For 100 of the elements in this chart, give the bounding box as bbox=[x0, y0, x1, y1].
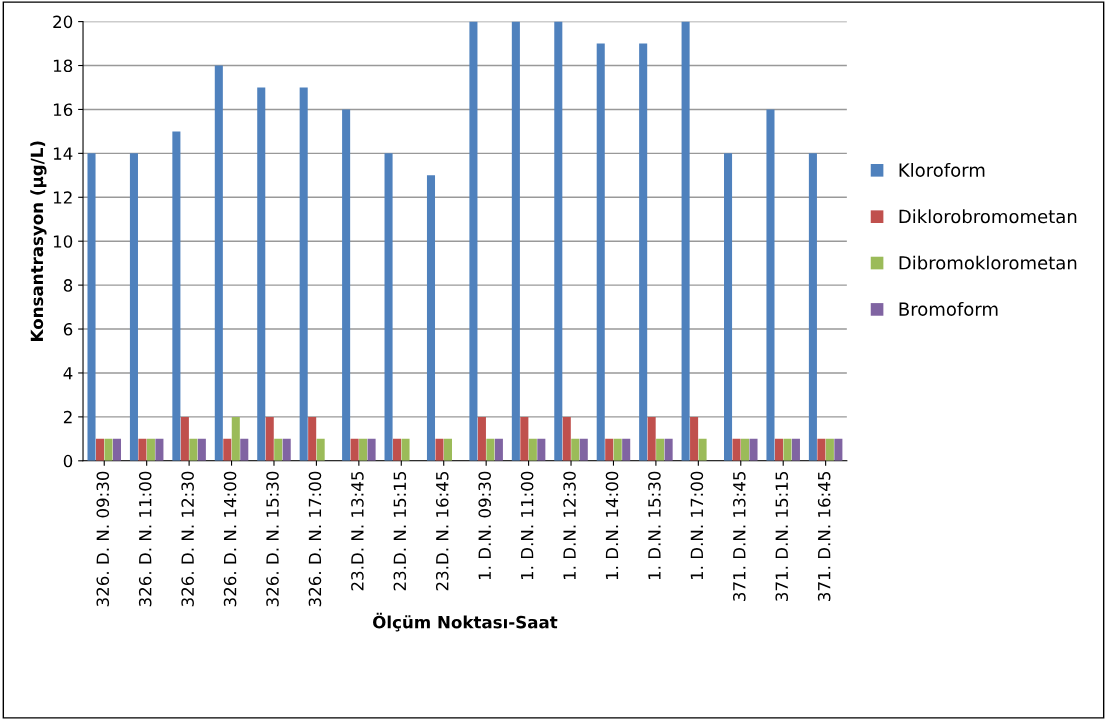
x-tick-label: 1. D.N. 11:00 bbox=[520, 471, 534, 580]
x-tick-label: 1. D.N. 17:00 bbox=[690, 471, 704, 580]
bar bbox=[791, 438, 800, 461]
bar bbox=[664, 438, 673, 461]
bar bbox=[774, 438, 783, 461]
bar bbox=[359, 438, 368, 461]
bar bbox=[511, 21, 520, 461]
bar bbox=[223, 438, 232, 461]
bar bbox=[87, 153, 96, 461]
bar bbox=[740, 438, 750, 461]
y-tick-label: 18 bbox=[53, 59, 73, 73]
x-tick-label: 23.D. N. 15:15 bbox=[393, 471, 407, 591]
bar bbox=[155, 438, 164, 461]
x-tick-label: 326. D. N. 17:00 bbox=[308, 471, 322, 607]
y-tick-label: 0 bbox=[63, 454, 73, 468]
x-tick-label: 326. D. N. 14:00 bbox=[223, 471, 237, 607]
y-tick-label: 16 bbox=[53, 103, 73, 117]
bar bbox=[825, 438, 834, 461]
bar bbox=[214, 65, 223, 461]
bar bbox=[231, 416, 240, 461]
bar bbox=[817, 438, 826, 461]
y-tick-label: 12 bbox=[53, 191, 72, 204]
x-tick-label: 1. D.N. 14:00 bbox=[605, 471, 619, 580]
x-tick-label: 371. D.N. 13:45 bbox=[733, 471, 746, 601]
bar bbox=[486, 438, 495, 461]
x-tick-label: 371. D.N. 15:15 bbox=[775, 471, 789, 601]
x-tick-label: 1. D.N. 15:30 bbox=[648, 471, 661, 580]
y-tick-label: 14 bbox=[53, 147, 73, 160]
y-tick-label: 6 bbox=[63, 323, 73, 336]
bar bbox=[104, 438, 113, 461]
bar bbox=[172, 131, 181, 461]
bar bbox=[393, 438, 402, 461]
bar bbox=[308, 416, 317, 461]
bar bbox=[316, 438, 325, 461]
bar bbox=[477, 416, 486, 461]
x-tick-label: 326. D. N. 11:00 bbox=[138, 471, 152, 607]
y-axis-title: Konsantrasyon (µg/L) bbox=[30, 141, 47, 341]
y-tick-label: 4 bbox=[63, 367, 73, 380]
bar bbox=[622, 438, 631, 461]
bar bbox=[571, 438, 580, 461]
bar bbox=[367, 438, 376, 461]
bar bbox=[732, 438, 741, 461]
bar bbox=[698, 438, 707, 461]
legend-label: Diklorobromometan bbox=[899, 209, 1077, 224]
bar bbox=[443, 438, 452, 461]
x-tick-label: 23.D. N. 13:45 bbox=[351, 471, 364, 591]
bar bbox=[834, 438, 843, 461]
bar bbox=[596, 43, 605, 461]
x-tick-label: 371. D.N. 16:45 bbox=[817, 471, 831, 601]
bar bbox=[690, 416, 699, 461]
bar bbox=[528, 438, 537, 461]
bar bbox=[274, 438, 283, 461]
bar bbox=[197, 438, 206, 461]
bar bbox=[783, 438, 792, 461]
bar bbox=[240, 438, 249, 461]
bar bbox=[562, 416, 571, 461]
bar bbox=[342, 109, 351, 461]
bar bbox=[520, 416, 529, 461]
y-tick-label: 2 bbox=[63, 410, 72, 424]
bar bbox=[749, 438, 758, 461]
x-tick-label: 326. D. N. 09:30 bbox=[96, 471, 110, 607]
bar bbox=[129, 153, 138, 461]
bar bbox=[681, 21, 690, 461]
bar bbox=[808, 153, 817, 461]
bar bbox=[435, 438, 444, 461]
legend-label: Bromoform bbox=[899, 302, 998, 316]
bar bbox=[384, 153, 393, 461]
legend-label: Kloroform bbox=[899, 162, 985, 177]
bar bbox=[656, 438, 665, 461]
bar bbox=[426, 175, 436, 461]
bar bbox=[265, 416, 274, 461]
bar bbox=[189, 438, 198, 461]
bar bbox=[605, 438, 614, 461]
bar bbox=[282, 438, 291, 461]
x-axis-title: Ölçüm Noktası-Saat bbox=[373, 612, 558, 632]
bar bbox=[469, 21, 478, 461]
bar bbox=[112, 438, 121, 461]
bar bbox=[537, 438, 546, 461]
bar bbox=[639, 43, 648, 461]
bar bbox=[138, 438, 147, 461]
bar bbox=[180, 416, 189, 461]
bar bbox=[350, 438, 359, 461]
x-tick-label: 326. D. N. 15:30 bbox=[266, 471, 279, 607]
x-tick-label: 326. D. N. 12:30 bbox=[181, 471, 194, 607]
x-tick-label: 1. D.N. 12:30 bbox=[563, 471, 576, 580]
legend-label: Dibromoklorometan bbox=[899, 255, 1077, 270]
x-tick-label: 1. D.N. 09:30 bbox=[478, 471, 491, 580]
bar bbox=[579, 438, 588, 461]
bar bbox=[647, 416, 656, 461]
bar bbox=[613, 438, 622, 461]
bar bbox=[554, 21, 563, 461]
bar bbox=[724, 153, 733, 461]
bar bbox=[146, 438, 155, 461]
bar bbox=[95, 438, 105, 461]
y-tick-label: 8 bbox=[63, 279, 73, 292]
y-tick-label: 10 bbox=[53, 235, 73, 248]
bar bbox=[401, 438, 410, 461]
x-tick-label: 23.D. N. 16:45 bbox=[435, 471, 449, 591]
bar bbox=[299, 87, 308, 461]
bar bbox=[766, 109, 775, 461]
